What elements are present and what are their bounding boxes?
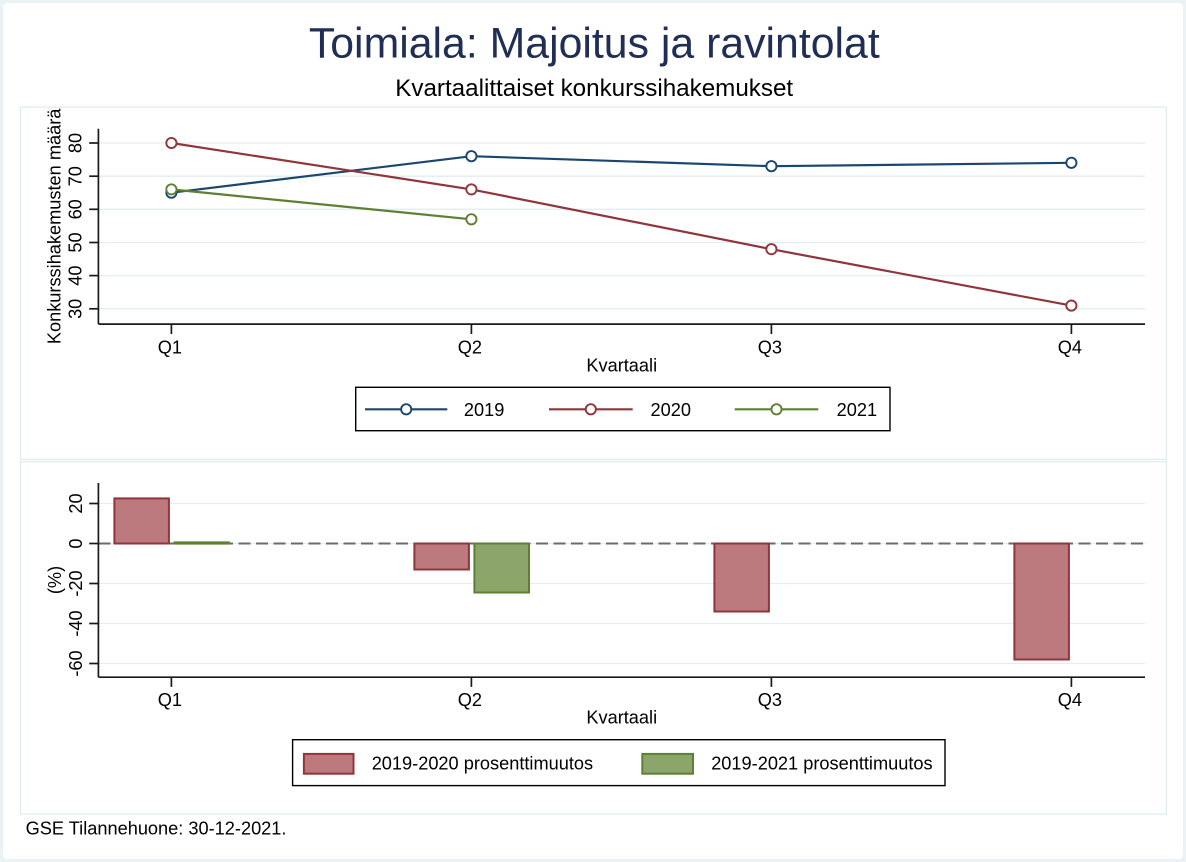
svg-text:Q3: Q3 <box>758 690 782 710</box>
svg-text:20: 20 <box>66 493 86 513</box>
svg-text:Q2: Q2 <box>458 338 482 358</box>
svg-text:-60: -60 <box>66 650 86 676</box>
svg-text:Q1: Q1 <box>158 338 182 358</box>
svg-text:Kvartaali: Kvartaali <box>586 708 657 728</box>
svg-text:2019: 2019 <box>464 400 504 420</box>
svg-text:(%): (%) <box>45 566 65 594</box>
svg-text:GSE Tilannehuone: 30-12-2021.: GSE Tilannehuone: 30-12-2021. <box>26 819 287 839</box>
svg-text:Konkurssihakemusten määrä: Konkurssihakemusten määrä <box>45 108 65 344</box>
svg-text:0: 0 <box>66 538 86 548</box>
svg-text:Q4: Q4 <box>1058 338 1082 358</box>
svg-text:-40: -40 <box>66 610 86 636</box>
svg-text:50: 50 <box>65 232 85 252</box>
svg-text:Q1: Q1 <box>158 690 182 710</box>
svg-text:Q2: Q2 <box>458 690 482 710</box>
svg-text:Toimiala: Majoitus ja ravintol: Toimiala: Majoitus ja ravintolat <box>309 19 880 67</box>
svg-text:Kvartaalittaiset konkurssihake: Kvartaalittaiset konkurssihakemukset <box>395 75 793 102</box>
svg-text:40: 40 <box>65 265 85 285</box>
svg-text:2019-2021 prosenttimuutos: 2019-2021 prosenttimuutos <box>711 754 932 774</box>
svg-text:80: 80 <box>65 133 85 153</box>
svg-text:2021: 2021 <box>837 400 877 420</box>
svg-text:30: 30 <box>65 299 85 319</box>
svg-text:Kvartaali: Kvartaali <box>586 356 657 376</box>
svg-text:60: 60 <box>65 199 85 219</box>
svg-text:2020: 2020 <box>651 400 691 420</box>
svg-text:Q4: Q4 <box>1058 690 1082 710</box>
svg-text:2019-2020 prosenttimuutos: 2019-2020 prosenttimuutos <box>372 754 593 774</box>
svg-text:-20: -20 <box>66 570 86 596</box>
svg-text:70: 70 <box>65 166 85 186</box>
svg-text:Q3: Q3 <box>758 338 782 358</box>
